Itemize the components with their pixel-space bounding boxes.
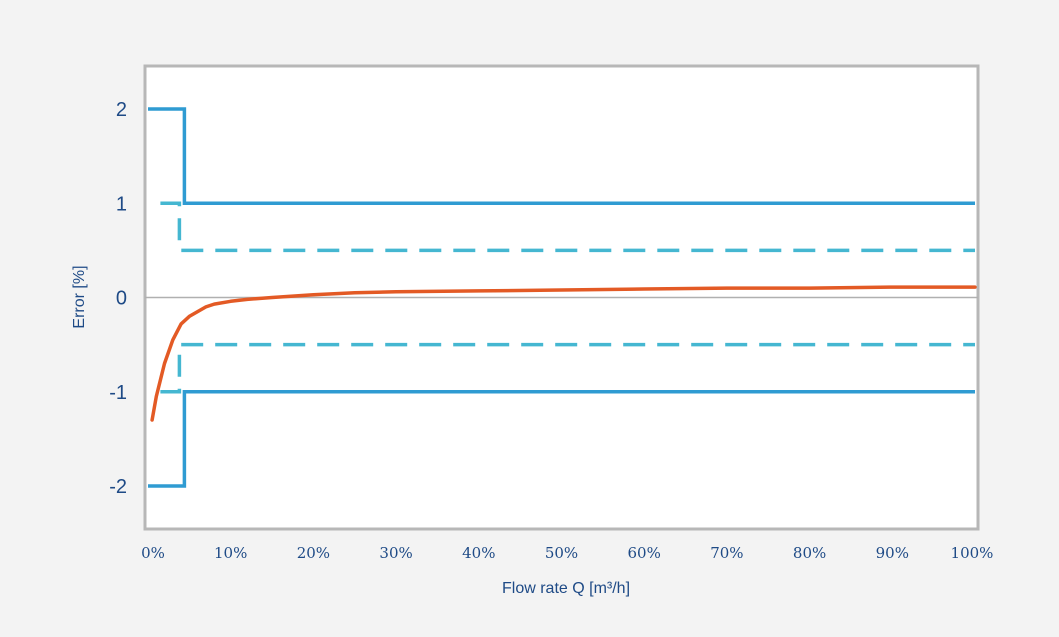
x-tick-label: 10% [214,544,247,562]
error-curve-line [150,285,977,422]
solid-limit-line-0 [148,107,975,206]
x-axis-ticks: 0% 10% 20% 30% 40% 50% 60% 70% 80% 90% 100% [141,544,993,562]
y-tick-label: 1 [116,193,127,215]
y-tick-label: 0 [116,288,127,310]
x-tick-label: 40% [462,544,495,562]
y-axis-ticks: 2 1 0 -1 -2 [109,99,127,498]
x-tick-label: 70% [710,544,743,562]
dashed-limit-line-3 [160,342,975,394]
x-tick-label: 80% [793,544,826,562]
solid-limit-line-1 [148,390,975,488]
x-tick-label: 0% [141,544,165,562]
x-tick-label: 100% [951,544,994,562]
series-layer [148,107,977,488]
y-tick-label: -1 [109,382,127,404]
x-tick-label: 30% [379,544,412,562]
x-tick-label: 20% [297,544,330,562]
x-axis-label: Flow rate Q [m³/h] [502,580,630,597]
y-tick-label: -2 [109,476,127,498]
x-tick-label: 50% [545,544,578,562]
y-axis-label: Error [%] [71,265,88,328]
x-tick-label: 90% [876,544,909,562]
y-tick-label: 2 [116,99,127,121]
x-tick-label: 60% [628,544,661,562]
dashed-limit-line-2 [160,201,975,253]
